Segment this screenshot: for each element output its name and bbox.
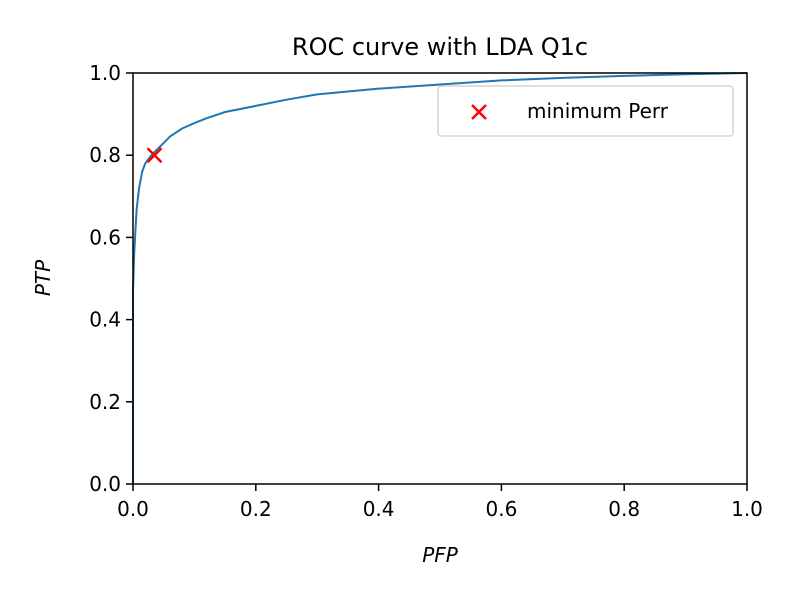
x-tick-label: 0.4 — [363, 497, 395, 521]
legend-label: minimum Perr — [527, 99, 669, 123]
legend-x-marker-stroke-b — [471, 104, 487, 120]
x-tick-label: 0.2 — [240, 497, 272, 521]
ticks-layer: 0.0 0.2 0.4 0.6 0.8 1.0 0.0 0.2 0.4 0.6 0.8 1.0 — [89, 61, 763, 521]
chart-title: ROC curve with LDA Q1c — [292, 33, 588, 61]
legend: minimum Perr — [437, 85, 734, 137]
roc-curve-line — [132, 72, 748, 484]
y-axis-label: PTP — [31, 259, 55, 296]
x-axis-label: PFP — [422, 543, 459, 567]
x-tick-label: 0.8 — [608, 497, 640, 521]
minimum-perr-point-stroke-b — [146, 147, 163, 164]
y-tick-label: 0.6 — [89, 225, 121, 249]
minimum-perr-point — [146, 147, 163, 164]
y-tick-label: 0.4 — [89, 308, 121, 332]
plot-frame — [132, 72, 748, 485]
x-tick-label: 0.0 — [117, 497, 149, 521]
legend-x-marker — [471, 104, 487, 120]
y-tick-label: 0.8 — [89, 143, 121, 167]
y-tick-label: 0.0 — [89, 472, 121, 496]
plot-layer — [132, 72, 748, 484]
y-tick-label: 0.2 — [89, 390, 121, 414]
legend-marker — [471, 104, 487, 120]
y-tick-label: 1.0 — [89, 61, 121, 85]
x-tick-label: 0.6 — [485, 497, 517, 521]
legend-box — [437, 85, 734, 137]
x-tick-label: 1.0 — [731, 497, 763, 521]
